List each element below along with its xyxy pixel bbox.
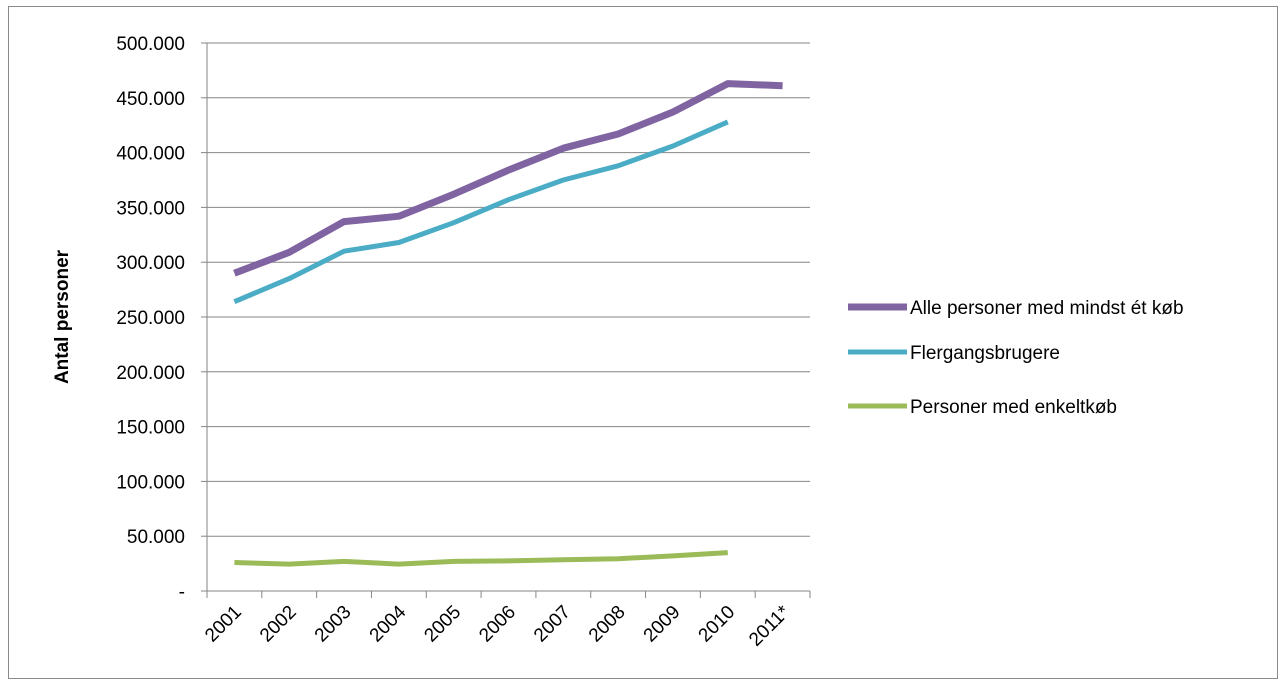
x-tick-label: 2005 (420, 602, 465, 647)
x-tick-label: 2010 (695, 602, 740, 647)
x-tick-label: 2008 (585, 602, 630, 647)
y-tick-label: 100.000 (116, 472, 185, 493)
y-tick-label: 400.000 (116, 144, 185, 165)
y-tick-label: 150.000 (116, 418, 185, 439)
legend-label-1: Alle personer med mindst ét køb (910, 298, 1184, 319)
y-tick-labels: - 50.000 100.000 150.000 200.000 250.000 300.0… (116, 34, 185, 603)
y-tick-label: 50.000 (127, 527, 185, 548)
y-tick-label: 250.000 (116, 308, 185, 329)
series-lines (233, 80, 783, 567)
gridlines (207, 42, 810, 537)
y-tick-label: 300.000 (116, 253, 185, 274)
x-tick-label: 2003 (311, 602, 356, 647)
x-tick-labels: 2001 2002 2003 2004 2005 2006 2007 2008 2009 2010… (201, 601, 794, 650)
x-tick-label: 2009 (640, 602, 685, 647)
y-tick-label: 200.000 (116, 363, 185, 384)
x-tick-label: 2007 (530, 602, 575, 647)
y-tick-label: 500.000 (116, 34, 185, 55)
x-tick-label: 2001 (201, 602, 246, 647)
y-axis-label: Antal personer (52, 249, 73, 384)
x-tick-label: 2006 (475, 602, 520, 647)
x-tick-label: 2011* (745, 601, 794, 650)
y-tick-label: 350.000 (116, 198, 185, 219)
x-tick-label: 2002 (256, 602, 301, 647)
series-line-2 (233, 119, 729, 305)
axes (201, 42, 811, 598)
series-line-1 (233, 80, 783, 277)
legend-label-3: Personer med enkeltkøb (910, 397, 1117, 418)
y-tick-label: 450.000 (116, 89, 185, 110)
series-line-3 (234, 550, 728, 567)
x-tick-label: 2004 (366, 601, 411, 646)
legend-label-2: Flergangsbrugere (910, 343, 1060, 364)
chart-frame (8, 6, 1278, 679)
legend: Alle personer med mindst ét køb Flergangs… (848, 298, 1184, 418)
y-tick-label: - (179, 582, 185, 603)
